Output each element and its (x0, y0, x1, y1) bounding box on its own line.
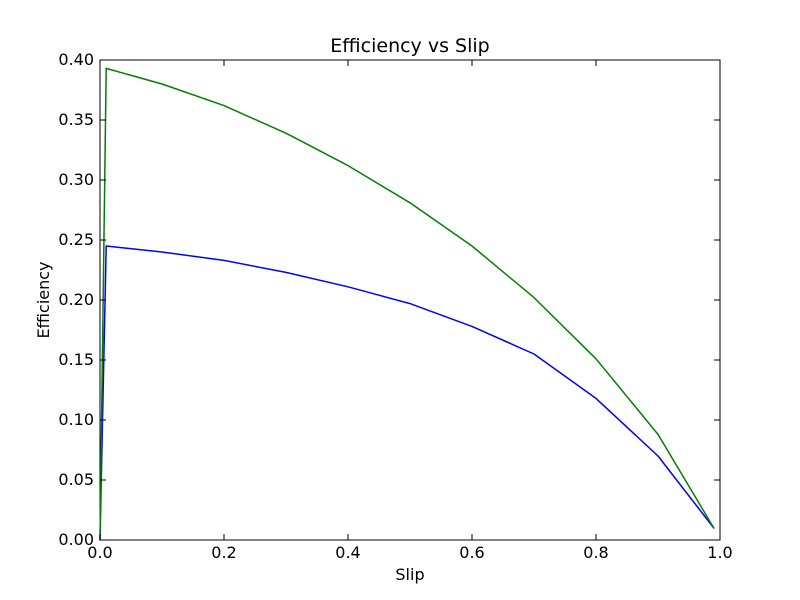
series-line (99, 67, 715, 541)
x-tick-label: 0.2 (211, 543, 236, 562)
x-axis: 0.0 0.2 0.4 0.6 0.8 1.0 (87, 60, 733, 562)
x-tick-label: 0.4 (335, 543, 360, 562)
x-axis-label: Slip (395, 565, 424, 584)
y-axis: 0.00 0.05 0.10 0.15 0.20 0.25 0.30 0.35 0.40 (58, 50, 720, 549)
x-tick-label: 1.0 (707, 543, 732, 562)
y-tick-label: 0.05 (58, 470, 94, 489)
y-tick-label: 0.30 (58, 170, 94, 189)
y-axis-label: Efficiency (34, 261, 53, 338)
y-tick-label: 0.20 (58, 290, 94, 309)
chart-title: Efficiency vs Slip (330, 35, 489, 57)
plot-area (99, 59, 721, 541)
x-tick-label: 0.6 (459, 543, 484, 562)
x-tick-label: 0.8 (583, 543, 608, 562)
y-tick-label: 0.00 (58, 530, 94, 549)
series-0 (99, 245, 715, 541)
series-1 (99, 67, 715, 541)
y-tick-label: 0.25 (58, 230, 94, 249)
y-tick-label: 0.40 (58, 50, 94, 69)
y-tick-label: 0.15 (58, 350, 94, 369)
x-tick-label: 0.0 (87, 543, 112, 562)
plot-frame (99, 59, 721, 541)
y-tick-label: 0.10 (58, 410, 94, 429)
series-layer (99, 67, 715, 541)
y-tick-label: 0.35 (58, 110, 94, 129)
series-line (99, 245, 715, 541)
